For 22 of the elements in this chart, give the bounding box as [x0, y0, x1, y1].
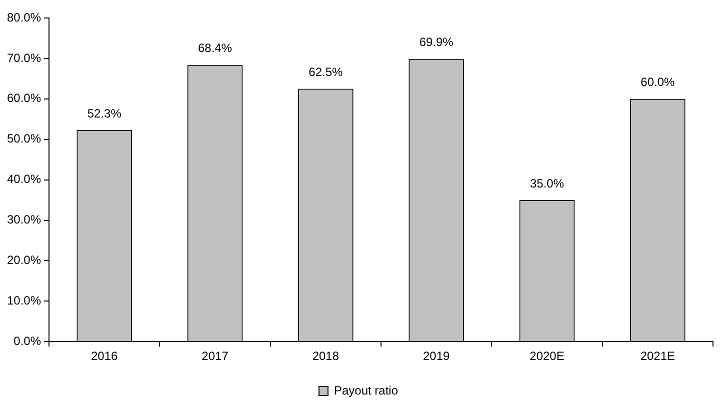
y-tick-label: 60.0% [6, 91, 42, 106]
data-label: 62.5% [308, 65, 344, 80]
y-tick-label: 70.0% [6, 50, 42, 65]
x-tick-label: 2020E [530, 349, 564, 364]
x-tick-label: 2017 [202, 349, 229, 364]
y-tick-label: 40.0% [6, 172, 42, 186]
x-tick-label: 2019 [422, 349, 450, 364]
y-tick-label: 20.0% [6, 253, 42, 268]
y-tick-label: 80.0% [6, 10, 42, 24]
x-tick-label: 2018 [312, 349, 340, 364]
data-label: 52.3% [87, 106, 122, 120]
y-tick-label: 0.0% [14, 334, 42, 348]
y-tick-label: 10.0% [6, 293, 42, 308]
data-label: 68.4% [198, 41, 232, 56]
data-label: 60.0% [640, 75, 676, 90]
y-tick-label: 30.0% [6, 212, 42, 227]
x-tick-label: 2016 [91, 349, 118, 364]
data-label: 69.9% [419, 35, 454, 50]
x-tick-label: 2021E [640, 349, 676, 364]
legend-label: Payout ratio [334, 383, 398, 398]
data-label: 35.0% [530, 176, 564, 190]
y-tick-label: 50.0% [6, 132, 42, 146]
